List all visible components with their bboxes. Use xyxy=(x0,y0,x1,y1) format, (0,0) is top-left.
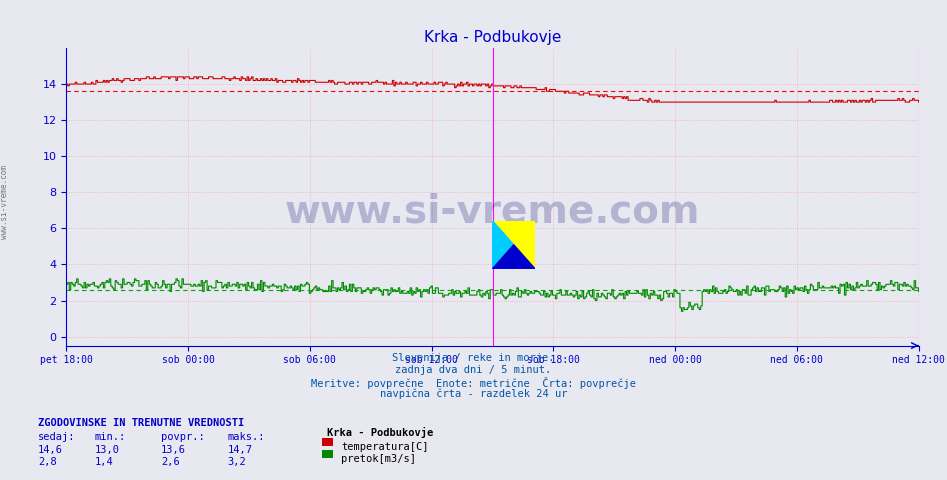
Polygon shape xyxy=(492,221,513,269)
Text: 1,4: 1,4 xyxy=(95,457,114,467)
Text: 14,6: 14,6 xyxy=(38,445,63,456)
Text: www.si-vreme.com: www.si-vreme.com xyxy=(0,165,9,239)
Text: navpična črta - razdelek 24 ur: navpična črta - razdelek 24 ur xyxy=(380,389,567,399)
Text: www.si-vreme.com: www.si-vreme.com xyxy=(285,192,700,231)
Polygon shape xyxy=(492,245,535,269)
Text: sedaj:: sedaj: xyxy=(38,432,76,442)
Text: 2,8: 2,8 xyxy=(38,457,57,467)
Text: Meritve: povprečne  Enote: metrične  Črta: povprečje: Meritve: povprečne Enote: metrične Črta:… xyxy=(311,377,636,389)
Text: 3,2: 3,2 xyxy=(227,457,246,467)
Text: min.:: min.: xyxy=(95,432,126,442)
Text: povpr.:: povpr.: xyxy=(161,432,205,442)
Text: temperatura[C]: temperatura[C] xyxy=(341,442,428,452)
Text: 14,7: 14,7 xyxy=(227,445,252,456)
Text: ZGODOVINSKE IN TRENUTNE VREDNOSTI: ZGODOVINSKE IN TRENUTNE VREDNOSTI xyxy=(38,418,244,428)
Text: 13,6: 13,6 xyxy=(161,445,186,456)
Title: Krka - Podbukovje: Krka - Podbukovje xyxy=(423,30,562,46)
Text: Krka - Podbukovje: Krka - Podbukovje xyxy=(327,427,433,438)
Text: 2,6: 2,6 xyxy=(161,457,180,467)
Text: zadnja dva dni / 5 minut.: zadnja dva dni / 5 minut. xyxy=(396,365,551,375)
Text: pretok[m3/s]: pretok[m3/s] xyxy=(341,454,416,464)
Text: Slovenija / reke in morje.: Slovenija / reke in morje. xyxy=(392,353,555,363)
Text: maks.:: maks.: xyxy=(227,432,265,442)
Text: 13,0: 13,0 xyxy=(95,445,119,456)
